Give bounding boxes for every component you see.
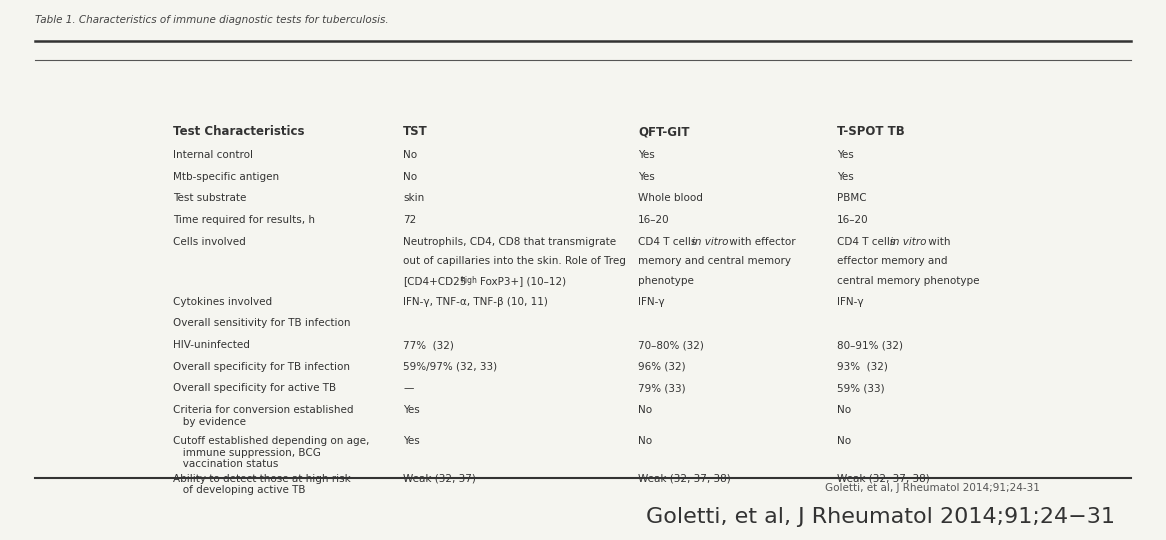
Text: 80–91% (32): 80–91% (32): [837, 340, 902, 350]
Text: T-SPOT TB: T-SPOT TB: [837, 125, 905, 138]
Text: out of capillaries into the skin. Role of Treg: out of capillaries into the skin. Role o…: [403, 256, 626, 266]
Text: Test Characteristics: Test Characteristics: [173, 125, 304, 138]
Text: 59%/97% (32, 33): 59%/97% (32, 33): [403, 362, 498, 372]
Text: Test substrate: Test substrate: [173, 193, 246, 203]
Text: Yes: Yes: [837, 172, 854, 181]
Text: Goletti, et al, J Rheumatol 2014;91;24-31: Goletti, et al, J Rheumatol 2014;91;24-3…: [826, 483, 1040, 494]
Text: No: No: [403, 172, 417, 181]
Text: with: with: [925, 237, 950, 247]
Text: Cutoff established depending on age,
   immune suppression, BCG
   vaccination s: Cutoff established depending on age, imm…: [173, 436, 370, 469]
Text: IFN-γ: IFN-γ: [638, 297, 665, 307]
Text: high: high: [461, 276, 477, 286]
Text: in vitro: in vitro: [691, 237, 728, 247]
Text: Table 1. Characteristics of immune diagnostic tests for tuberculosis.: Table 1. Characteristics of immune diagn…: [35, 15, 388, 25]
Text: Yes: Yes: [837, 150, 854, 160]
Text: No: No: [837, 405, 851, 415]
Text: Mtb-specific antigen: Mtb-specific antigen: [173, 172, 279, 181]
Text: Internal control: Internal control: [173, 150, 253, 160]
Text: HIV-uninfected: HIV-uninfected: [173, 340, 250, 350]
Text: —: —: [403, 383, 414, 393]
Text: central memory phenotype: central memory phenotype: [837, 276, 979, 286]
Text: Yes: Yes: [638, 150, 655, 160]
Text: 16–20: 16–20: [638, 215, 669, 225]
Text: No: No: [638, 436, 652, 446]
Text: Whole blood: Whole blood: [638, 193, 703, 203]
Text: No: No: [638, 405, 652, 415]
Text: Overall sensitivity for TB infection: Overall sensitivity for TB infection: [173, 319, 350, 328]
Text: phenotype: phenotype: [638, 276, 694, 286]
Text: No: No: [403, 150, 417, 160]
Text: CD4 T cells: CD4 T cells: [638, 237, 700, 247]
Text: 93%  (32): 93% (32): [837, 362, 888, 372]
Text: Criteria for conversion established
   by evidence: Criteria for conversion established by e…: [173, 405, 353, 427]
Text: Time required for results, h: Time required for results, h: [173, 215, 315, 225]
Text: 96% (32): 96% (32): [638, 362, 686, 372]
Text: 70–80% (32): 70–80% (32): [638, 340, 704, 350]
Text: Overall specificity for TB infection: Overall specificity for TB infection: [173, 362, 350, 372]
Text: PBMC: PBMC: [837, 193, 866, 203]
Text: with effector: with effector: [726, 237, 795, 247]
Text: in vitro: in vitro: [891, 237, 927, 247]
Text: Neutrophils, CD4, CD8 that transmigrate: Neutrophils, CD4, CD8 that transmigrate: [403, 237, 617, 247]
Text: Weak (32, 37, 38): Weak (32, 37, 38): [837, 474, 929, 483]
Text: Goletti, et al, J Rheumatol 2014;91;24−31: Goletti, et al, J Rheumatol 2014;91;24−3…: [646, 507, 1115, 526]
Text: [CD4+CD25: [CD4+CD25: [403, 276, 466, 286]
Text: Yes: Yes: [638, 172, 655, 181]
Text: TST: TST: [403, 125, 428, 138]
Text: 16–20: 16–20: [837, 215, 869, 225]
Text: 59% (33): 59% (33): [837, 383, 885, 393]
Text: effector memory and: effector memory and: [837, 256, 948, 266]
Text: Ability to detect those at high risk
   of developing active TB: Ability to detect those at high risk of …: [173, 474, 351, 495]
Text: Overall specificity for active TB: Overall specificity for active TB: [173, 383, 336, 393]
Text: 79% (33): 79% (33): [638, 383, 686, 393]
Text: FoxP3+] (10–12): FoxP3+] (10–12): [480, 276, 567, 286]
Text: Cells involved: Cells involved: [173, 237, 246, 247]
Text: skin: skin: [403, 193, 424, 203]
Text: IFN-γ, TNF-α, TNF-β (10, 11): IFN-γ, TNF-α, TNF-β (10, 11): [403, 297, 548, 307]
Text: Yes: Yes: [403, 405, 420, 415]
Text: Yes: Yes: [403, 436, 420, 446]
Text: Weak (32, 37, 38): Weak (32, 37, 38): [638, 474, 731, 483]
Text: IFN-γ: IFN-γ: [837, 297, 864, 307]
Text: Cytokines involved: Cytokines involved: [173, 297, 272, 307]
Text: Weak (32, 37): Weak (32, 37): [403, 474, 476, 483]
Text: CD4 T cells: CD4 T cells: [837, 237, 899, 247]
Text: QFT-GIT: QFT-GIT: [638, 125, 690, 138]
Text: memory and central memory: memory and central memory: [638, 256, 792, 266]
Text: 72: 72: [403, 215, 416, 225]
Text: 77%  (32): 77% (32): [403, 340, 455, 350]
Text: No: No: [837, 436, 851, 446]
